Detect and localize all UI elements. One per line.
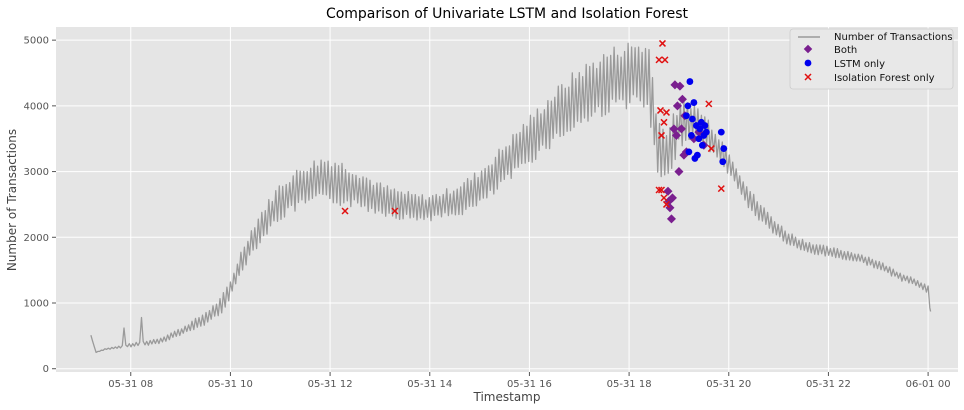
iforest-point: [391, 207, 399, 215]
iforest-point: [655, 186, 663, 194]
x-tick-label: 05-31 14: [407, 379, 452, 390]
lstm-point: [687, 132, 695, 139]
x-tick-label: 05-31 16: [507, 379, 552, 390]
y-tick-label: 3000: [24, 167, 49, 178]
lstm-point: [688, 115, 696, 123]
x-ticks: 05-31 08 05-31 10 05-31 12 05-31 14 05-31 16…: [108, 372, 951, 390]
iforest-point: [660, 194, 668, 202]
lstm-point: [717, 128, 725, 136]
both-point: [676, 124, 686, 134]
y-tick-label: 2000: [24, 233, 49, 244]
legend-label-lstm: LSTM only: [834, 59, 885, 70]
iforest-point: [662, 200, 670, 208]
x-tick-label: 05-31 10: [208, 379, 253, 390]
lstm-point: [696, 125, 704, 133]
y-tick-label: 5000: [24, 36, 49, 47]
y-tick-label: 4000: [24, 101, 49, 112]
iforest-point: [658, 39, 667, 47]
y-axis-label: Number of Transactions: [5, 129, 19, 271]
lstm-point: [720, 145, 728, 152]
iforest-point: [341, 207, 349, 215]
iforest-point: [705, 100, 713, 108]
transactions-line: [90, 42, 932, 354]
line-series: [90, 42, 932, 354]
x-tick-label: 05-31 18: [607, 379, 652, 390]
iforest-point: [717, 185, 725, 193]
iforest-point: [657, 131, 666, 139]
x-tick-label: 05-31 22: [806, 379, 851, 390]
iforest-point: [656, 106, 665, 114]
legend-label-both: Both: [834, 45, 857, 56]
lstm-point: [685, 148, 693, 156]
iforest-point: [661, 56, 669, 64]
legend: Number of Transactions Both LSTM only Is…: [789, 28, 954, 90]
x-axis-label: Timestamp: [473, 390, 541, 404]
y-tick-label: 0: [43, 364, 49, 375]
lstm-point: [686, 78, 694, 85]
lstm-point: [693, 151, 701, 159]
lstm-point: [701, 122, 709, 129]
lstm-point: [702, 128, 710, 136]
lstm-point: [683, 112, 690, 120]
x-tick-label: 05-31 20: [706, 379, 751, 390]
chart-title: Comparison of Univariate LSTM and Isolat…: [326, 6, 689, 22]
iforest-point: [660, 118, 668, 126]
iforest-point: [707, 145, 715, 153]
lstm-point: [684, 102, 692, 110]
x-tick-label: 05-31 08: [108, 379, 153, 390]
lstm-point: [698, 141, 706, 149]
legend-x-marker: [804, 73, 812, 81]
y-ticks: 0 1000 2000 3000 4000 5000: [24, 36, 56, 375]
iforest-point: [662, 108, 670, 116]
lstm-point: [695, 135, 703, 143]
x-tick-label: 05-31 12: [308, 379, 353, 390]
iforest-point: [657, 186, 666, 194]
y-tick-label: 1000: [24, 299, 49, 310]
legend-label-iforest: Isolation Forest only: [834, 73, 935, 84]
legend-label-transactions: Number of Transactions: [834, 32, 953, 43]
legend-circle-marker: [804, 59, 812, 67]
lstm-point: [719, 158, 727, 166]
lstm-point: [690, 99, 698, 106]
x-tick-label: 06-01 00: [906, 379, 951, 390]
iforest-point: [655, 56, 663, 64]
legend-box: [789, 28, 954, 90]
